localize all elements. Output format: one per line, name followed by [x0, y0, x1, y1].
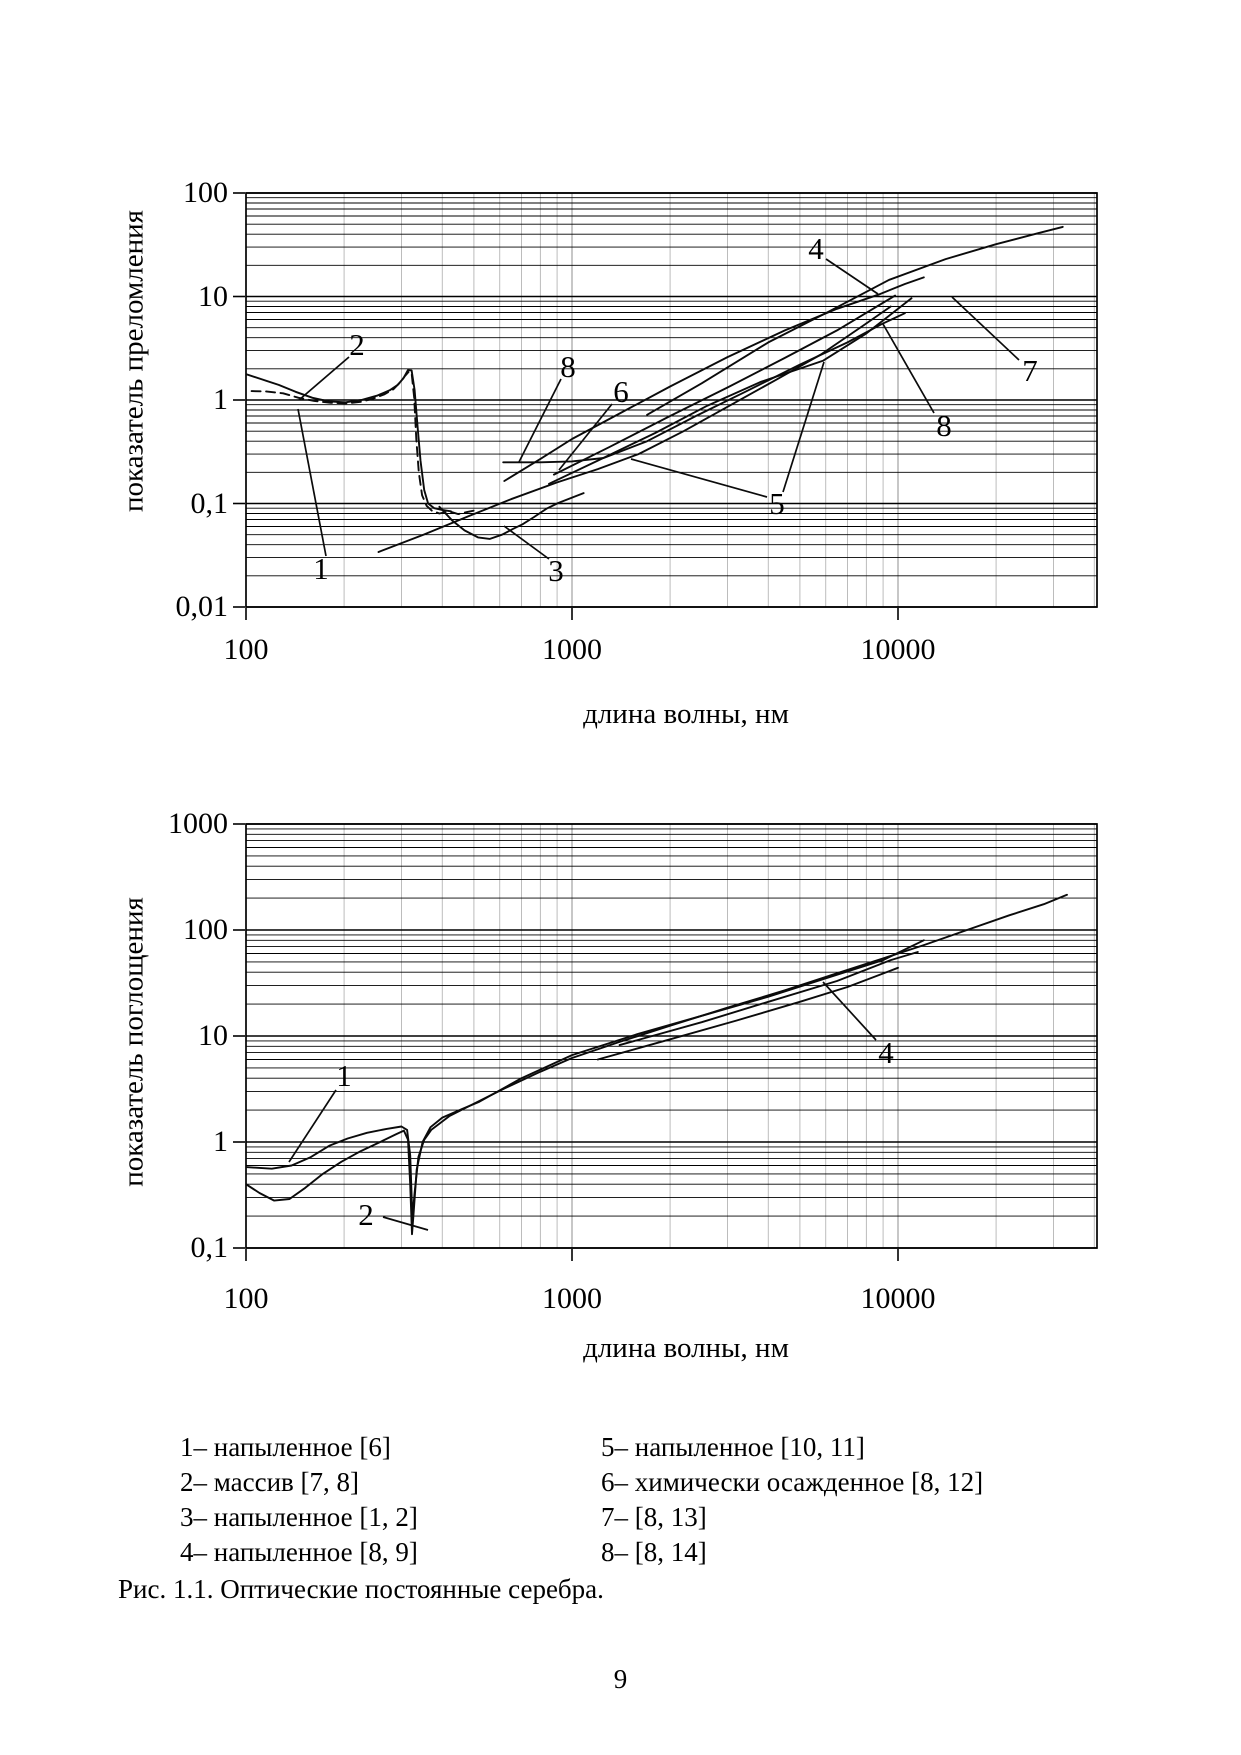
page-number: 9	[613, 1664, 628, 1694]
chart-1-curve-label-4: 4	[878, 1035, 894, 1070]
chart-0-curve-label-2: 2	[349, 327, 365, 362]
chart-0-curve-label-5: 5	[769, 486, 785, 521]
chart-0-curve-label-7: 7	[1022, 353, 1038, 388]
chart-0-x-tick-label: 100	[223, 633, 269, 666]
chart-1-y-tick-label: 10	[198, 1019, 228, 1052]
chart-1-y-tick-label: 100	[183, 913, 228, 946]
legend-item: 2– массив [7, 8]	[180, 1467, 360, 1497]
chart-1-y-tick-label: 0,1	[190, 1231, 229, 1264]
chart-0-curve-label-6: 6	[613, 374, 629, 409]
figure-caption: Рис. 1.1. Оптические постоянные серебра.	[118, 1574, 604, 1604]
chart-0-curve-label-3: 3	[548, 553, 564, 588]
chart-1-grid	[233, 823, 1098, 1261]
chart-0-y-tick-label: 1	[213, 383, 228, 416]
chart-0-y-tick-label: 0,01	[175, 590, 229, 623]
chart-0-leaders	[297, 258, 1020, 560]
chart-1-x-tick-label: 1000	[542, 1282, 602, 1315]
chart-1-curve-label-1: 1	[336, 1058, 352, 1093]
chart-0-x-tick-label: 10000	[860, 633, 936, 666]
chart-1-leaders	[288, 981, 877, 1231]
legend-item: 4– напыленное [8, 9]	[180, 1537, 418, 1567]
legend-item: 6– химически осажденное [8, 12]	[601, 1467, 984, 1497]
chart-0-curve-label-8: 8	[936, 408, 952, 443]
legend-item: 1– напыленное [6]	[180, 1432, 391, 1462]
chart-0-grid	[233, 192, 1098, 620]
chart-1-y-tick-label: 1	[213, 1125, 228, 1158]
chart-0-y-tick-label: 10	[198, 279, 228, 313]
chart-0-curve-label-8: 8	[560, 349, 576, 384]
chart-1-y-tick-label: 1000	[168, 807, 228, 840]
chart-0-curve-label-4: 4	[808, 231, 824, 266]
legend-item: 3– напыленное [1, 2]	[180, 1502, 418, 1532]
legend-item: 8– [8, 14]	[601, 1537, 707, 1567]
chart-0-x-tick-label: 1000	[542, 633, 602, 666]
legend-item: 7– [8, 13]	[601, 1502, 707, 1532]
figure-legend-left-column: 1– напыленное [6] 2– массив [7, 8] 3– напы…	[180, 1430, 418, 1570]
chart-1-series	[246, 893, 1068, 1236]
chart-0-series	[246, 225, 1064, 553]
bottom-chart-y-axis-title: показатель поглощения	[117, 897, 150, 1187]
top-chart-y-axis-title: показатель преломления	[117, 210, 150, 512]
legend-item: 5– напыленное [10, 11]	[601, 1432, 865, 1462]
chart-0-y-tick-label: 100	[183, 176, 228, 209]
chart-0-curve-label-1: 1	[313, 551, 329, 586]
chart-1-x-tick-label: 100	[223, 1282, 269, 1315]
figure-legend-right-column: 5– напыленное [10, 11] 6– химически осажд…	[601, 1430, 983, 1570]
chart-0-y-tick-label: 0,1	[190, 486, 229, 520]
chart-1-curve-label-2: 2	[358, 1197, 374, 1232]
top-chart-x-axis-title: длина волны, нм	[583, 698, 789, 730]
bottom-chart-x-axis-title: длина волны, нм	[583, 1332, 789, 1364]
chart-1-x-tick-label: 10000	[860, 1282, 936, 1315]
